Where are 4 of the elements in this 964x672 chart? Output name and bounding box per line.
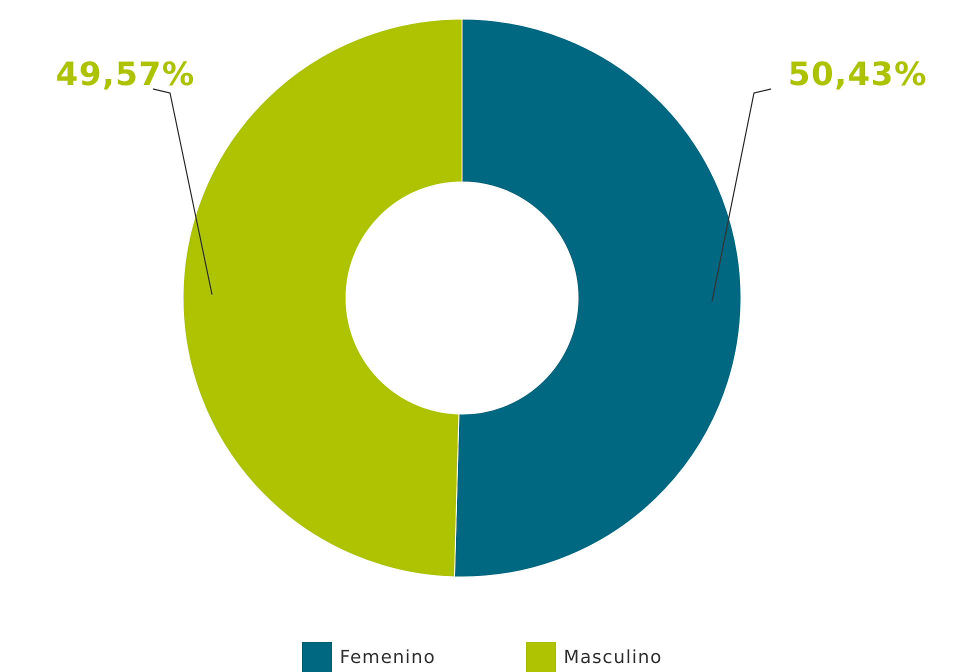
legend-label: Masculino (564, 646, 662, 668)
data-label: 50,43% (788, 55, 928, 93)
legend-label: Femenino (340, 646, 436, 668)
data-label: 49,57% (56, 55, 196, 93)
